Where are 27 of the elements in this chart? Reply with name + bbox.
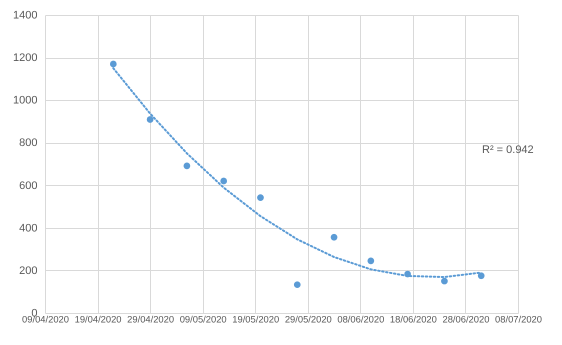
- x-tick-label: 08/06/2020: [337, 314, 384, 324]
- x-tick-label: 29/04/2020: [127, 314, 174, 324]
- point: [257, 194, 264, 201]
- point: [294, 281, 301, 288]
- point: [110, 60, 117, 68]
- point: [478, 272, 485, 280]
- point: [330, 234, 338, 241]
- point: [220, 178, 228, 184]
- x-tick-label: 19/04/2020: [74, 314, 122, 324]
- y-tick-label: 800: [19, 137, 38, 150]
- point: [441, 278, 448, 284]
- x-tick-label: 09/05/2020: [180, 314, 227, 324]
- y-tick-label: 1000: [13, 94, 38, 107]
- point: [367, 258, 374, 264]
- y-tick-label: 1200: [13, 52, 38, 64]
- y-tick-label: 200: [19, 264, 38, 277]
- point: [184, 162, 190, 170]
- point: [146, 116, 154, 123]
- y-tick-label: 400: [19, 222, 38, 234]
- y-tick-label: 1400: [13, 10, 38, 22]
- x-tick-label: 19/05/2020: [232, 314, 280, 324]
- y-tick-label: 600: [19, 180, 38, 192]
- x-tick-label: 28/06/2020: [442, 314, 490, 324]
- x-tick-label: 29/05/2020: [284, 314, 332, 324]
- x-tick-label: 18/06/2020: [390, 314, 437, 324]
- x-tick-label: 08/07/2020: [495, 314, 542, 324]
- annotation: R² = 0.942: [482, 144, 534, 156]
